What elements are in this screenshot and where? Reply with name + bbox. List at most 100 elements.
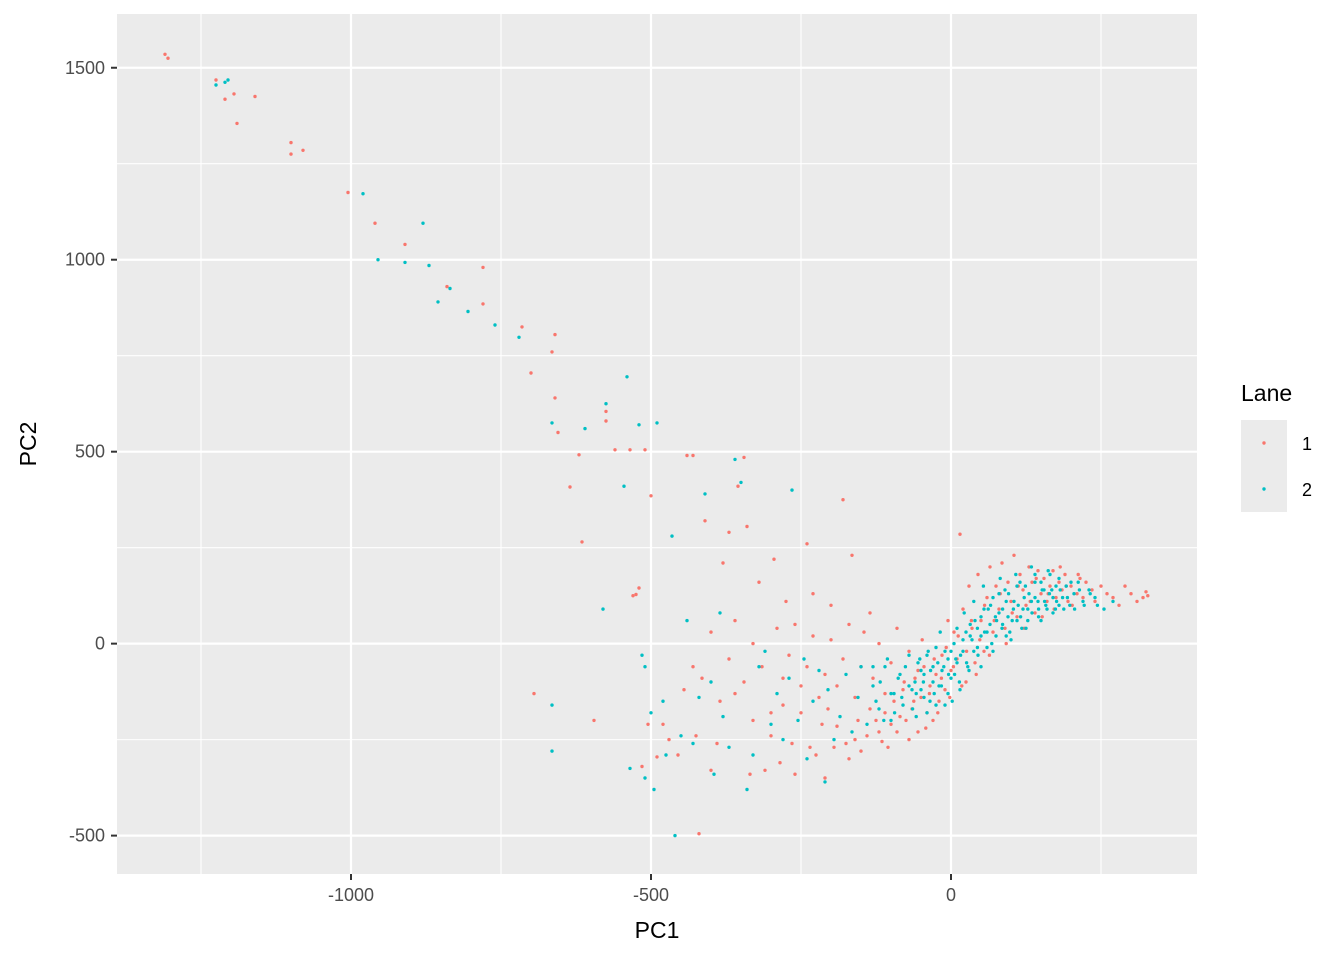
data-point-lane-1 — [655, 755, 659, 759]
data-point-lane-1 — [1129, 592, 1133, 596]
data-point-lane-2 — [427, 263, 431, 268]
data-point-lane-1 — [859, 749, 863, 753]
data-point-lane-1 — [856, 718, 860, 723]
data-point-lane-2 — [955, 661, 959, 665]
data-point-lane-2 — [1044, 603, 1048, 607]
data-point-lane-2 — [583, 426, 587, 431]
data-point-lane-1 — [919, 695, 923, 700]
data-point-lane-2 — [1039, 618, 1043, 623]
data-point-lane-1 — [346, 190, 350, 195]
data-point-lane-1 — [1040, 615, 1044, 619]
data-point-lane-1 — [1054, 595, 1058, 600]
data-point-lane-1 — [880, 739, 884, 744]
data-point-lane-1 — [874, 718, 878, 723]
data-point-lane-2 — [907, 684, 911, 688]
data-point-lane-2 — [649, 711, 653, 715]
data-point-lane-2 — [926, 649, 930, 653]
data-point-lane-2 — [721, 714, 725, 719]
data-point-lane-1 — [978, 638, 982, 642]
data-point-lane-2 — [1047, 592, 1052, 596]
data-point-lane-1 — [1000, 561, 1004, 565]
legend-label-lane-2: 2 — [1302, 480, 1312, 500]
data-point-lane-2 — [376, 258, 380, 262]
data-point-lane-2 — [972, 649, 976, 653]
data-point-lane-2 — [946, 672, 951, 677]
data-point-lane-1 — [799, 711, 803, 715]
data-point-lane-2 — [850, 730, 854, 734]
data-point-lane-1 — [628, 448, 632, 452]
data-point-lane-1 — [301, 148, 305, 152]
data-point-lane-2 — [907, 653, 911, 657]
data-point-lane-1 — [976, 572, 980, 577]
data-point-lane-2 — [949, 676, 953, 680]
data-point-lane-2 — [664, 753, 668, 757]
data-point-lane-1 — [700, 676, 704, 680]
data-point-lane-1 — [634, 592, 638, 597]
data-point-lane-2 — [903, 665, 908, 669]
data-point-lane-2 — [1054, 599, 1059, 604]
data-point-lane-2 — [946, 657, 950, 661]
data-point-lane-1 — [883, 711, 887, 715]
data-point-lane-1 — [982, 603, 987, 607]
data-point-lane-2 — [922, 672, 926, 677]
data-point-lane-2 — [883, 665, 887, 669]
data-point-lane-1 — [920, 638, 924, 642]
data-point-lane-1 — [253, 94, 257, 99]
data-point-lane-2 — [769, 722, 773, 726]
data-point-lane-1 — [862, 630, 866, 634]
data-point-lane-2 — [214, 83, 218, 87]
data-point-lane-1 — [1018, 572, 1022, 577]
data-point-lane-1 — [1051, 569, 1055, 573]
data-point-lane-2 — [975, 645, 980, 650]
data-point-lane-2 — [931, 665, 935, 669]
data-point-lane-1 — [1070, 603, 1074, 607]
data-point-lane-1 — [715, 741, 719, 746]
data-point-lane-2 — [823, 780, 827, 784]
data-point-lane-1 — [907, 649, 911, 653]
data-point-lane-2 — [952, 641, 956, 646]
data-point-lane-2 — [892, 691, 896, 696]
data-point-lane-2 — [952, 672, 957, 677]
data-point-lane-2 — [787, 676, 791, 680]
data-point-lane-2 — [1000, 607, 1005, 611]
data-point-lane-2 — [652, 787, 656, 792]
data-point-lane-2 — [601, 607, 605, 611]
data-point-lane-1 — [775, 626, 779, 630]
data-point-lane-1 — [733, 618, 737, 623]
data-point-lane-1 — [927, 691, 932, 696]
data-point-lane-1 — [769, 711, 773, 715]
data-point-lane-2 — [961, 649, 965, 653]
data-point-lane-1 — [373, 221, 377, 225]
data-point-lane-2 — [892, 711, 897, 715]
y-axis: -500 0 500 1000 1500 — [65, 58, 117, 846]
data-point-lane-2 — [361, 192, 365, 196]
data-point-lane-2 — [979, 665, 983, 669]
data-point-lane-2 — [493, 323, 497, 327]
data-point-lane-1 — [889, 661, 893, 665]
minor-grid — [117, 14, 1197, 874]
data-point-lane-1 — [1135, 599, 1139, 604]
data-point-lane-1 — [871, 676, 875, 680]
data-point-lane-1 — [769, 734, 773, 738]
data-point-lane-2 — [550, 421, 554, 425]
data-point-lane-1 — [1084, 580, 1088, 584]
data-point-lane-2 — [900, 695, 904, 700]
data-point-lane-2 — [517, 335, 521, 339]
data-point-lane-2 — [661, 699, 665, 703]
data-point-lane-2 — [1062, 607, 1066, 611]
data-point-lane-2 — [957, 680, 962, 684]
data-point-lane-1 — [877, 641, 881, 646]
data-point-lane-1 — [961, 607, 965, 611]
data-point-lane-2 — [964, 630, 968, 634]
data-point-lane-2 — [958, 653, 963, 657]
data-point-lane-1 — [781, 676, 785, 680]
data-point-lane-1 — [793, 622, 797, 627]
data-point-lane-2 — [1057, 603, 1061, 607]
data-point-lane-2 — [1029, 565, 1034, 569]
data-point-lane-1 — [613, 448, 617, 452]
data-point-lane-1 — [556, 430, 560, 435]
x-axis-title: PC1 — [635, 917, 680, 943]
data-point-lane-2 — [1029, 599, 1034, 604]
data-point-lane-1 — [982, 649, 986, 653]
data-point-lane-2 — [943, 649, 947, 653]
